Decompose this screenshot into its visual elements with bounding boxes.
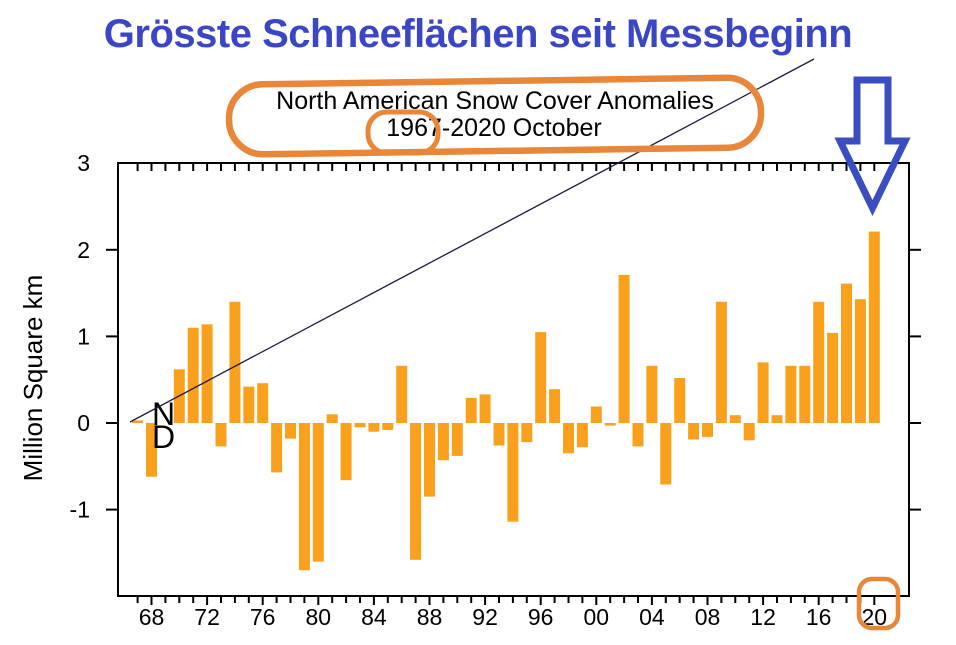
bar-2002 xyxy=(618,274,630,423)
bar-1974 xyxy=(229,301,241,423)
bar-2009 xyxy=(715,301,727,423)
bar-1999 xyxy=(576,423,588,448)
y-tick-label-1: 1 xyxy=(77,323,90,349)
x-tick-label-96: 96 xyxy=(528,604,554,630)
bar-1988 xyxy=(424,423,435,497)
bar-1998 xyxy=(563,423,574,454)
bar-1971 xyxy=(187,327,199,423)
bar-1973 xyxy=(215,423,227,447)
bar-1979 xyxy=(298,423,310,571)
bar-2000 xyxy=(590,406,602,423)
bar-2018 xyxy=(841,283,852,423)
bars-group xyxy=(132,231,880,571)
chart-subtitle-line2: 1967-2020 October xyxy=(386,114,601,142)
bar-2004 xyxy=(646,365,658,423)
x-tick-label-76: 76 xyxy=(250,604,276,630)
x-tick-label-72: 72 xyxy=(194,604,220,630)
x-tick-label-92: 92 xyxy=(472,604,498,630)
bar-1995 xyxy=(521,423,533,443)
bar-2012 xyxy=(757,362,769,423)
ellipse-around-2020-tick xyxy=(856,576,901,631)
arrow-pointing-to-2020-bar xyxy=(834,76,911,217)
bar-2017 xyxy=(827,332,839,423)
bar-2013 xyxy=(771,415,783,423)
bar-1977 xyxy=(271,423,283,473)
ellipse-around-subtitle xyxy=(225,74,765,158)
no-data-label-group: ND xyxy=(152,396,175,455)
bar-1972 xyxy=(201,324,213,423)
bar-1987 xyxy=(410,423,422,560)
bar-1968 xyxy=(146,423,157,477)
y-tick-label--1: -1 xyxy=(70,497,90,523)
y-tick-label-0: 0 xyxy=(77,410,90,436)
y-tick-label-3: 3 xyxy=(77,150,90,176)
bar-1984 xyxy=(368,423,380,432)
bar-2007 xyxy=(688,423,700,440)
x-tick-label-16: 16 xyxy=(806,604,832,630)
ellipse-around-1967 xyxy=(365,109,441,156)
bar-1991 xyxy=(465,397,477,423)
bar-1994 xyxy=(507,423,519,522)
x-tick-label-88: 88 xyxy=(417,604,443,630)
bar-2008 xyxy=(702,423,713,437)
bar-1975 xyxy=(243,386,255,423)
bar-1993 xyxy=(493,423,505,446)
trend-line xyxy=(129,58,815,423)
bar-1978 xyxy=(285,423,296,439)
y-axis-title: Million Square km xyxy=(18,275,48,482)
x-tick-label-08: 08 xyxy=(695,604,721,630)
bar-2020 xyxy=(868,231,880,423)
bar-2010 xyxy=(729,415,741,423)
bar-1967 xyxy=(132,420,144,423)
no-data-letter-D: D xyxy=(152,419,175,455)
bar-2006 xyxy=(674,378,686,423)
bar-1981 xyxy=(326,414,338,423)
x-tick-label-68: 68 xyxy=(139,604,165,630)
page-title: Grösste Schneeflächen seit Messbeginn xyxy=(103,12,853,56)
x-tick-label-80: 80 xyxy=(306,604,332,630)
bar-1986 xyxy=(396,365,408,423)
bar-2001 xyxy=(604,423,616,426)
bar-2015 xyxy=(799,365,811,423)
bar-1976 xyxy=(257,383,269,423)
y-tick-label-2: 2 xyxy=(77,237,90,263)
bar-1997 xyxy=(549,389,561,423)
bar-2011 xyxy=(743,423,755,441)
x-tick-label-04: 04 xyxy=(639,604,665,630)
bar-2019 xyxy=(854,299,866,423)
bar-1982 xyxy=(340,423,352,481)
x-tick-label-84: 84 xyxy=(361,604,387,630)
bar-1992 xyxy=(479,394,491,423)
bar-2014 xyxy=(785,365,797,423)
bar-1989 xyxy=(437,423,449,461)
no-data-letter-N: N xyxy=(152,396,175,432)
x-tick-label-12: 12 xyxy=(750,604,776,630)
bar-1980 xyxy=(312,423,324,562)
bar-2005 xyxy=(660,423,672,485)
annotations-group xyxy=(225,74,911,631)
bar-2003 xyxy=(632,423,644,447)
x-tick-label-00: 00 xyxy=(584,604,610,630)
bar-1985 xyxy=(382,423,394,430)
bar-1983 xyxy=(354,423,366,428)
bar-2016 xyxy=(813,301,825,423)
bar-1990 xyxy=(451,423,463,456)
bar-1996 xyxy=(535,332,547,423)
chart-subtitle-line1: North American Snow Cover Anomalies xyxy=(276,87,714,115)
